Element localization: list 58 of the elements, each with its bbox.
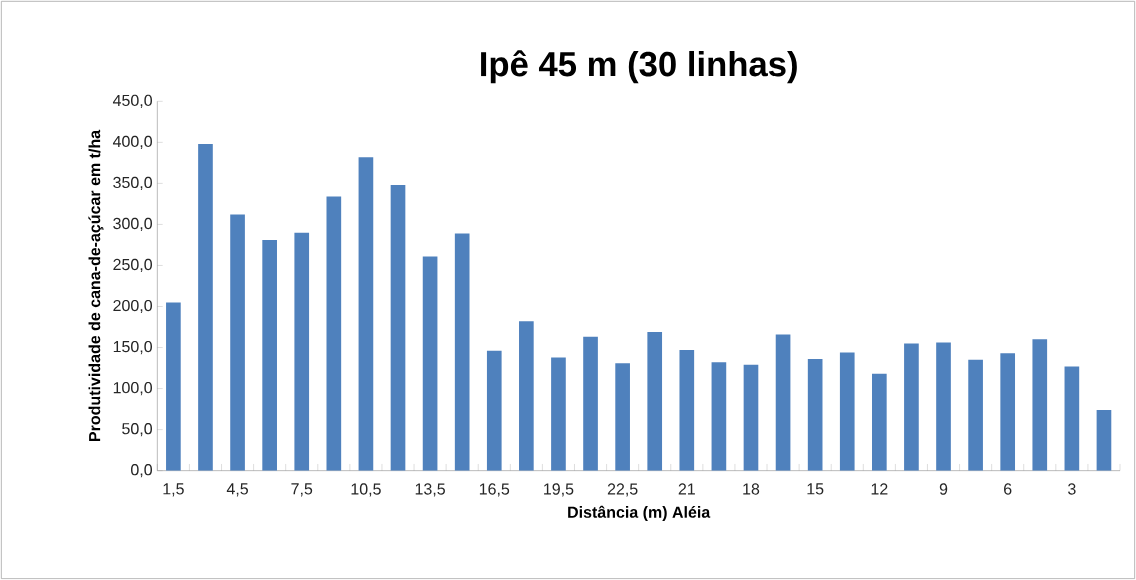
y-tick-label: 50,0 (122, 423, 153, 437)
bar (551, 357, 566, 471)
x-tick-label: 1,5 (163, 483, 184, 497)
y-tick-label: 150,0 (113, 340, 153, 355)
y-tick-label: 200,0 (113, 299, 153, 314)
bar (1032, 339, 1048, 471)
bar (679, 350, 695, 471)
y-tick-label: 300,0 (113, 217, 153, 232)
bar (390, 185, 406, 471)
y-tick-label: 400,0 (112, 135, 153, 149)
bar (230, 214, 245, 471)
bar (711, 362, 727, 471)
bar (486, 350, 502, 471)
bar (904, 343, 919, 471)
y-tick-label: 250,0 (113, 258, 153, 273)
x-tick-label: 3 (1068, 483, 1076, 495)
x-tick-label: 22,5 (607, 483, 638, 497)
x-tick-label: 13,5 (415, 483, 445, 497)
x-tick-label: 10,5 (351, 483, 381, 497)
bar (647, 331, 663, 471)
bar (583, 336, 598, 471)
bar (422, 256, 438, 471)
bar (936, 342, 951, 471)
x-tick-label: 19,5 (544, 483, 574, 497)
bar (166, 302, 181, 471)
bar (454, 233, 470, 471)
bar (1096, 409, 1112, 471)
x-tick-label: 16,5 (479, 483, 510, 497)
bar (326, 196, 342, 471)
chart-title: Ipê 45 m (30 linhas) (481, 50, 797, 84)
x-tick-label: 12 (871, 483, 888, 495)
bar (807, 359, 823, 471)
bar (1064, 366, 1080, 471)
bar (968, 359, 983, 471)
x-tick-label: 21 (678, 483, 695, 495)
bar (294, 232, 310, 471)
bar (615, 363, 630, 471)
x-tick-label: 18 (743, 483, 760, 495)
x-tick-label: 9 (939, 483, 948, 495)
bar (198, 144, 213, 471)
bar (358, 157, 374, 471)
bar (519, 321, 534, 471)
y-tick-label: 450,0 (112, 94, 153, 108)
x-tick-label: 7,5 (291, 483, 313, 497)
y-tick-label: 0,0 (131, 464, 153, 478)
x-axis-title: Distância (m) Aléia (568, 505, 711, 522)
y-axis-title: Produtividade de cana-de-açúcar em t/ha (88, 129, 104, 441)
bar (839, 352, 855, 471)
x-tick-label: 4,5 (226, 483, 248, 497)
bar (775, 334, 791, 471)
bar (1000, 353, 1016, 471)
x-tick-label: 15 (807, 483, 824, 495)
bar (262, 240, 277, 471)
bar (743, 364, 759, 471)
y-tick-label: 350,0 (113, 176, 153, 190)
x-tick-label: 6 (1004, 483, 1012, 495)
bar (872, 373, 887, 471)
y-tick-label: 100,0 (113, 381, 153, 396)
